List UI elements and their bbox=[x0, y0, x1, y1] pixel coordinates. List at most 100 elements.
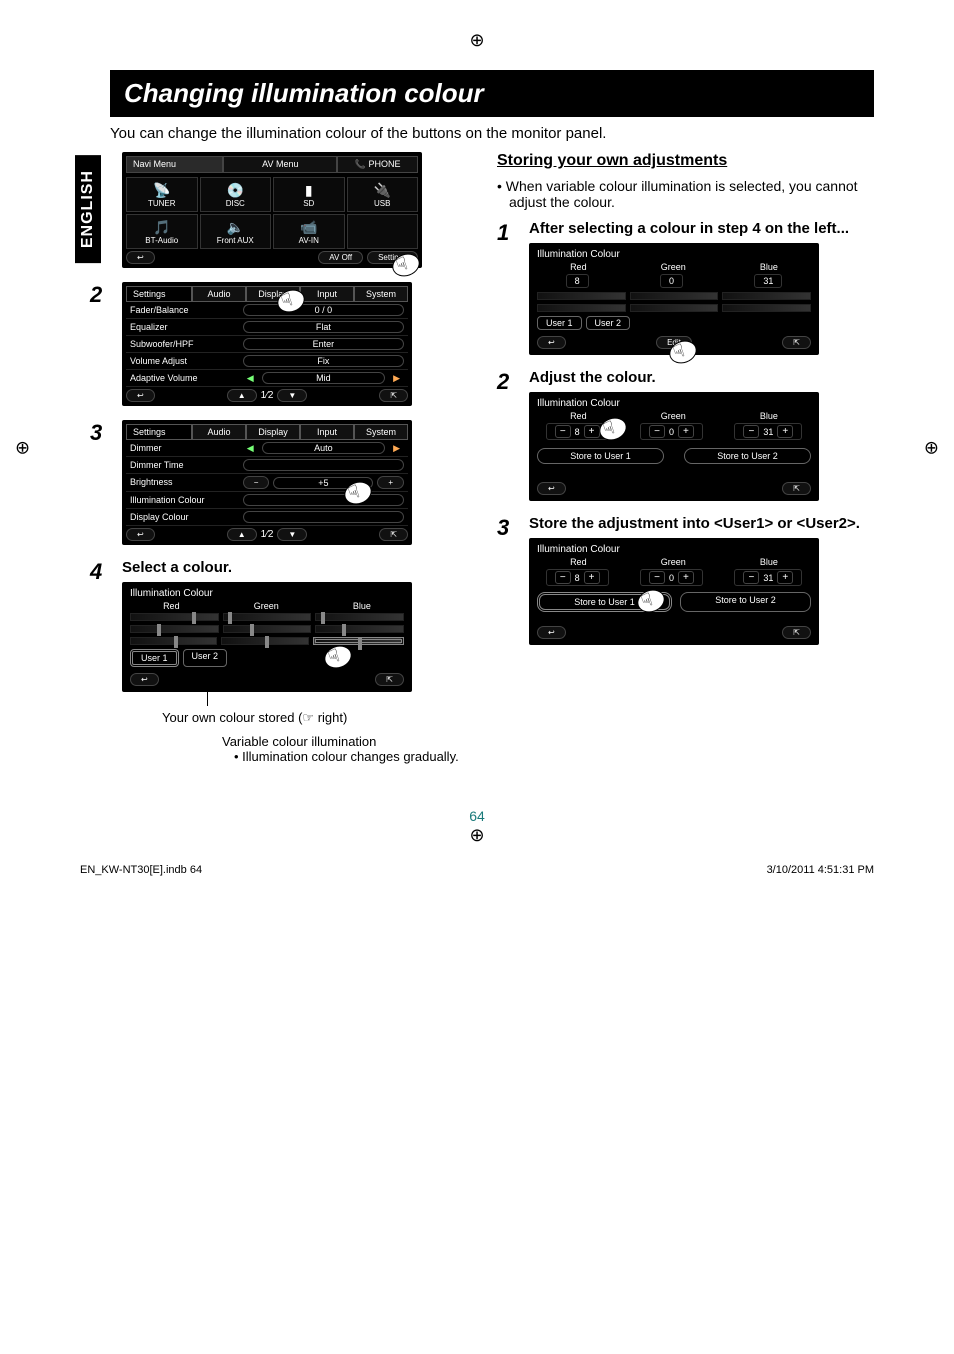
home-button[interactable]: ⇱ bbox=[782, 482, 811, 495]
cell-tuner[interactable]: 📡TUNER bbox=[126, 177, 198, 212]
preset-bar[interactable] bbox=[223, 613, 312, 621]
store-user1-button[interactable]: Store to User 1 bbox=[537, 448, 664, 464]
up-button[interactable]: ▲ bbox=[227, 389, 257, 402]
row-dimmer[interactable]: Dimmer bbox=[126, 440, 239, 456]
tab-audio[interactable]: Audio bbox=[192, 286, 246, 302]
user2-button[interactable]: User 2 bbox=[183, 649, 228, 667]
minus-button[interactable]: − bbox=[649, 425, 665, 438]
home-button[interactable]: ⇱ bbox=[782, 336, 811, 349]
preset-bar[interactable] bbox=[130, 613, 219, 621]
bar[interactable] bbox=[630, 304, 719, 312]
row-fader[interactable]: Fader/Balance bbox=[126, 302, 239, 318]
plus-button[interactable]: + bbox=[777, 425, 793, 438]
row-dispcol[interactable]: Display Colour bbox=[126, 509, 239, 525]
green-adjust: −0+ bbox=[640, 569, 703, 586]
plus-button[interactable]: + bbox=[584, 571, 600, 584]
tab-system[interactable]: System bbox=[354, 424, 408, 440]
row-eq[interactable]: Equalizer bbox=[126, 319, 239, 335]
tab-system[interactable]: System bbox=[354, 286, 408, 302]
sd-icon: ▮ bbox=[276, 181, 342, 199]
store-user2-button[interactable]: Store to User 2 bbox=[684, 448, 811, 464]
bar[interactable] bbox=[537, 304, 626, 312]
bar[interactable] bbox=[722, 304, 811, 312]
row-bright[interactable]: Brightness bbox=[126, 474, 239, 491]
tab-phone[interactable]: 📞 PHONE bbox=[337, 156, 418, 173]
home-button[interactable]: ⇱ bbox=[379, 389, 408, 402]
page-indicator: 1⁄2 bbox=[261, 390, 274, 401]
row-adapt[interactable]: Adaptive Volume bbox=[126, 370, 239, 386]
minus-button[interactable]: − bbox=[743, 425, 759, 438]
minus-button[interactable]: − bbox=[555, 571, 571, 584]
left-arrow-icon[interactable]: ◀ bbox=[243, 443, 258, 454]
ic-title: Illumination Colour bbox=[533, 542, 815, 557]
cell-sd[interactable]: ▮SD bbox=[273, 177, 345, 212]
home-button[interactable]: ⇱ bbox=[782, 626, 811, 639]
row-dimtime[interactable]: Dimmer Time bbox=[126, 457, 239, 473]
tab-audio[interactable]: Audio bbox=[192, 424, 246, 440]
preset-bar[interactable] bbox=[223, 625, 312, 633]
minus-button[interactable]: − bbox=[743, 571, 759, 584]
settings-label: Settings bbox=[126, 286, 192, 302]
left-arrow-icon[interactable]: ◀ bbox=[243, 373, 258, 384]
back-button[interactable]: ↩ bbox=[537, 482, 566, 495]
row-vol[interactable]: Volume Adjust bbox=[126, 353, 239, 369]
minus-button[interactable]: − bbox=[555, 425, 571, 438]
plus-button[interactable]: + bbox=[777, 571, 793, 584]
plus-button[interactable]: + bbox=[584, 425, 600, 438]
preset-bar[interactable] bbox=[315, 613, 404, 621]
cell-disc[interactable]: 💿DISC bbox=[200, 177, 272, 212]
home-button[interactable]: ⇱ bbox=[379, 528, 408, 541]
preset-bar[interactable] bbox=[221, 637, 308, 645]
cell-faux[interactable]: 🔈Front AUX bbox=[200, 214, 272, 249]
bar[interactable] bbox=[630, 292, 719, 300]
right-arrow-icon[interactable]: ▶ bbox=[389, 443, 404, 454]
step-title: Store the adjustment into <User1> or <Us… bbox=[529, 515, 874, 532]
preset-bar[interactable] bbox=[130, 625, 219, 633]
user1-button[interactable]: User 1 bbox=[130, 649, 179, 667]
back-button[interactable]: ↩ bbox=[126, 251, 155, 264]
preset-bar[interactable] bbox=[130, 637, 217, 645]
row-sub[interactable]: Subwoofer/HPF bbox=[126, 336, 239, 352]
ic-title: Illumination Colour bbox=[126, 586, 408, 601]
cell-bt[interactable]: 🎵BT-Audio bbox=[126, 214, 198, 249]
up-button[interactable]: ▲ bbox=[227, 528, 257, 541]
tab-av[interactable]: AV Menu bbox=[223, 156, 337, 173]
page-number: 64 bbox=[80, 808, 874, 824]
tab-input[interactable]: Input bbox=[300, 286, 354, 302]
plus-button[interactable]: + bbox=[377, 476, 404, 489]
tab-display[interactable]: Display bbox=[246, 424, 300, 440]
minus-button[interactable]: − bbox=[649, 571, 665, 584]
home-button[interactable]: ⇱ bbox=[375, 673, 404, 686]
down-button[interactable]: ▼ bbox=[277, 528, 307, 541]
avoff-button[interactable]: AV Off bbox=[318, 251, 363, 264]
minus-button[interactable]: − bbox=[243, 476, 270, 489]
back-button[interactable]: ↩ bbox=[126, 528, 155, 541]
note-variable: Variable colour illumination bbox=[222, 734, 467, 749]
plus-button[interactable]: + bbox=[678, 571, 694, 584]
bar[interactable] bbox=[537, 292, 626, 300]
tab-input[interactable]: Input bbox=[300, 424, 354, 440]
plus-button[interactable]: + bbox=[678, 425, 694, 438]
cell-usb[interactable]: 🔌USB bbox=[347, 177, 419, 212]
red-value: 8 bbox=[566, 274, 589, 288]
back-button[interactable]: ↩ bbox=[537, 626, 566, 639]
usb-icon: 🔌 bbox=[350, 181, 416, 199]
user2-button[interactable]: User 2 bbox=[586, 316, 631, 330]
page-title: Changing illumination colour bbox=[110, 70, 874, 117]
row-illum[interactable]: Illumination Colour bbox=[126, 492, 239, 508]
crop-mark-icon: ⊕ bbox=[15, 438, 30, 459]
back-button[interactable]: ↩ bbox=[130, 673, 159, 686]
right-arrow-icon[interactable]: ▶ bbox=[389, 373, 404, 384]
tab-navi[interactable]: Navi Menu bbox=[126, 156, 223, 173]
down-button[interactable]: ▼ bbox=[277, 389, 307, 402]
bar[interactable] bbox=[722, 292, 811, 300]
step-number: 3 bbox=[497, 515, 519, 541]
preset-bar-selected[interactable] bbox=[313, 637, 404, 645]
preset-bar[interactable] bbox=[315, 625, 404, 633]
store-user2-button[interactable]: Store to User 2 bbox=[680, 592, 811, 612]
green-adjust: −0+ bbox=[640, 423, 703, 440]
cell-avin[interactable]: 📹AV-IN bbox=[273, 214, 345, 249]
user1-button[interactable]: User 1 bbox=[537, 316, 582, 330]
back-button[interactable]: ↩ bbox=[126, 389, 155, 402]
back-button[interactable]: ↩ bbox=[537, 336, 566, 349]
